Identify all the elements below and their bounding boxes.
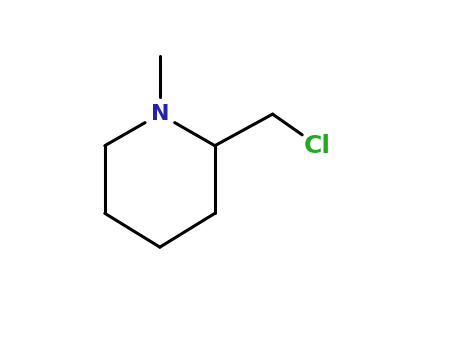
Text: Cl: Cl	[304, 134, 331, 158]
Text: N: N	[151, 104, 169, 124]
